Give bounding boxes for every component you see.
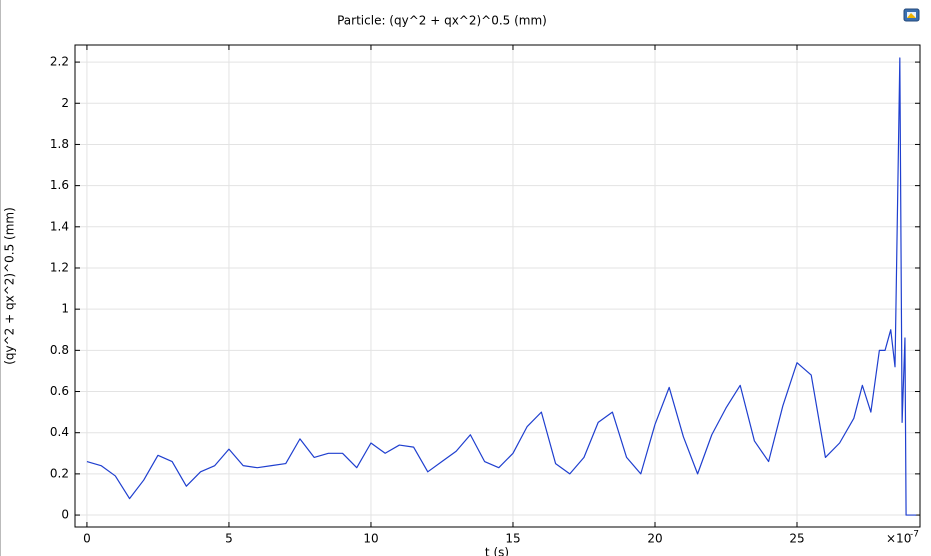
y-tick-label: 0	[61, 508, 69, 522]
x-tick-label: 10	[363, 532, 378, 546]
x-multiplier: ×10	[886, 532, 911, 546]
x-tick-label: 20	[647, 532, 662, 546]
plot-frame	[74, 44, 921, 528]
y-tick-label: 1.8	[50, 137, 69, 151]
y-tick-label: 0.6	[50, 384, 69, 398]
x-tick-label: 0	[83, 532, 91, 546]
x-tick-label: 25	[789, 532, 804, 546]
toolbar-icon[interactable]	[903, 8, 920, 22]
x-exponent: -7	[910, 530, 919, 540]
x-axis-label: t (s)	[485, 546, 509, 556]
y-axis-label: (qy^2 + qx^2)^0.5 (mm)	[3, 207, 17, 365]
data-line	[86, 57, 917, 516]
y-tick-label: 1	[61, 302, 69, 316]
y-tick-label: 2.2	[50, 55, 69, 69]
y-tick-label: 2	[61, 96, 69, 110]
x-tick-label: 15	[505, 532, 520, 546]
y-tick-label: 0.8	[50, 343, 69, 357]
x-tick-label: 5	[225, 532, 233, 546]
y-tick-label: 0.2	[50, 466, 69, 480]
y-tick-label: 1.6	[50, 178, 69, 192]
icon-glyph[interactable]	[907, 13, 916, 18]
plot-area: 0 0.2 0.4 0.6 0.8 1 1.2 1.4 1.6 1.8 2 2.2 0 5 10 15 20 25	[50, 44, 921, 546]
chart-title: Particle: (qy^2 + qx^2)^0.5 (mm)	[337, 14, 547, 28]
y-tick-label: 1.4	[50, 219, 69, 233]
y-tick-label: 0.4	[50, 425, 69, 439]
y-tick-label: 1.2	[50, 260, 69, 274]
